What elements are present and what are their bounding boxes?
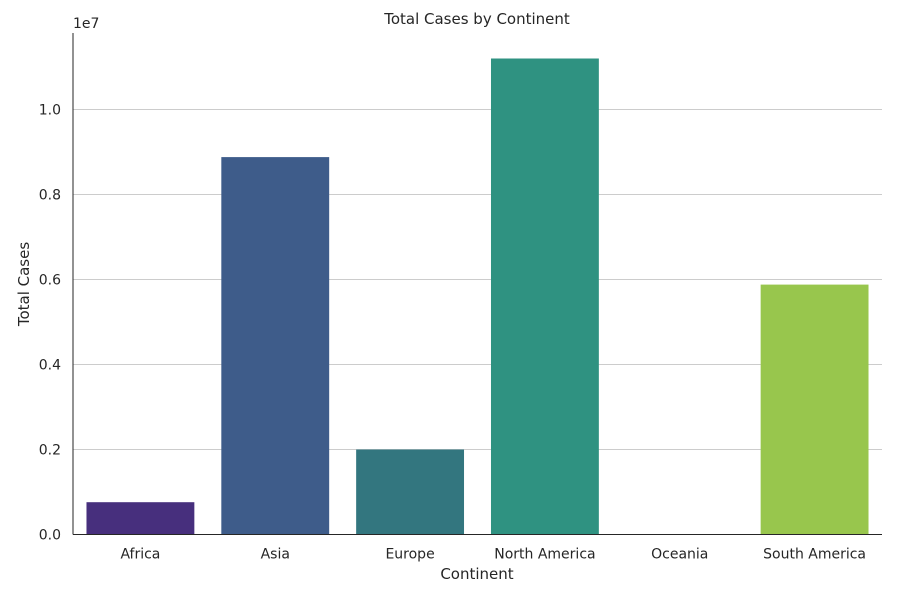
bar-europe xyxy=(356,449,465,535)
bars xyxy=(86,58,869,535)
axes xyxy=(72,33,882,535)
y-tick-labels: 0.0 0.2 0.4 0.6 0.8 1.0 xyxy=(39,103,61,544)
chart-title: Total Cases by Continent xyxy=(383,10,570,28)
x-axis-title: Continent xyxy=(440,565,513,583)
bar-asia xyxy=(221,157,330,535)
y-tick-label: 0.0 xyxy=(39,528,61,544)
x-tick-label: South America xyxy=(763,547,866,563)
x-tick-label: Europe xyxy=(385,547,434,563)
y-axis-title: Total Cases xyxy=(15,242,33,328)
bar-north-america xyxy=(490,58,599,535)
x-tick-label: Africa xyxy=(120,547,160,563)
x-tick-label: Asia xyxy=(261,547,290,563)
y-tick-label: 0.6 xyxy=(39,273,61,289)
y-tick-label: 0.8 xyxy=(39,188,61,204)
y-gridlines xyxy=(73,109,882,450)
bar-south-america xyxy=(760,284,869,535)
y-tick-label: 0.2 xyxy=(39,443,61,459)
x-tick-labels: Africa Asia Europe North America Oceania Sout… xyxy=(120,547,866,563)
x-tick-label: Oceania xyxy=(651,547,708,563)
bar-africa xyxy=(86,502,195,535)
y-tick-label: 0.4 xyxy=(39,358,61,374)
y-offset-label: 1e7 xyxy=(73,16,99,32)
x-tick-label: North America xyxy=(494,547,595,563)
y-tick-label: 1.0 xyxy=(39,103,61,119)
